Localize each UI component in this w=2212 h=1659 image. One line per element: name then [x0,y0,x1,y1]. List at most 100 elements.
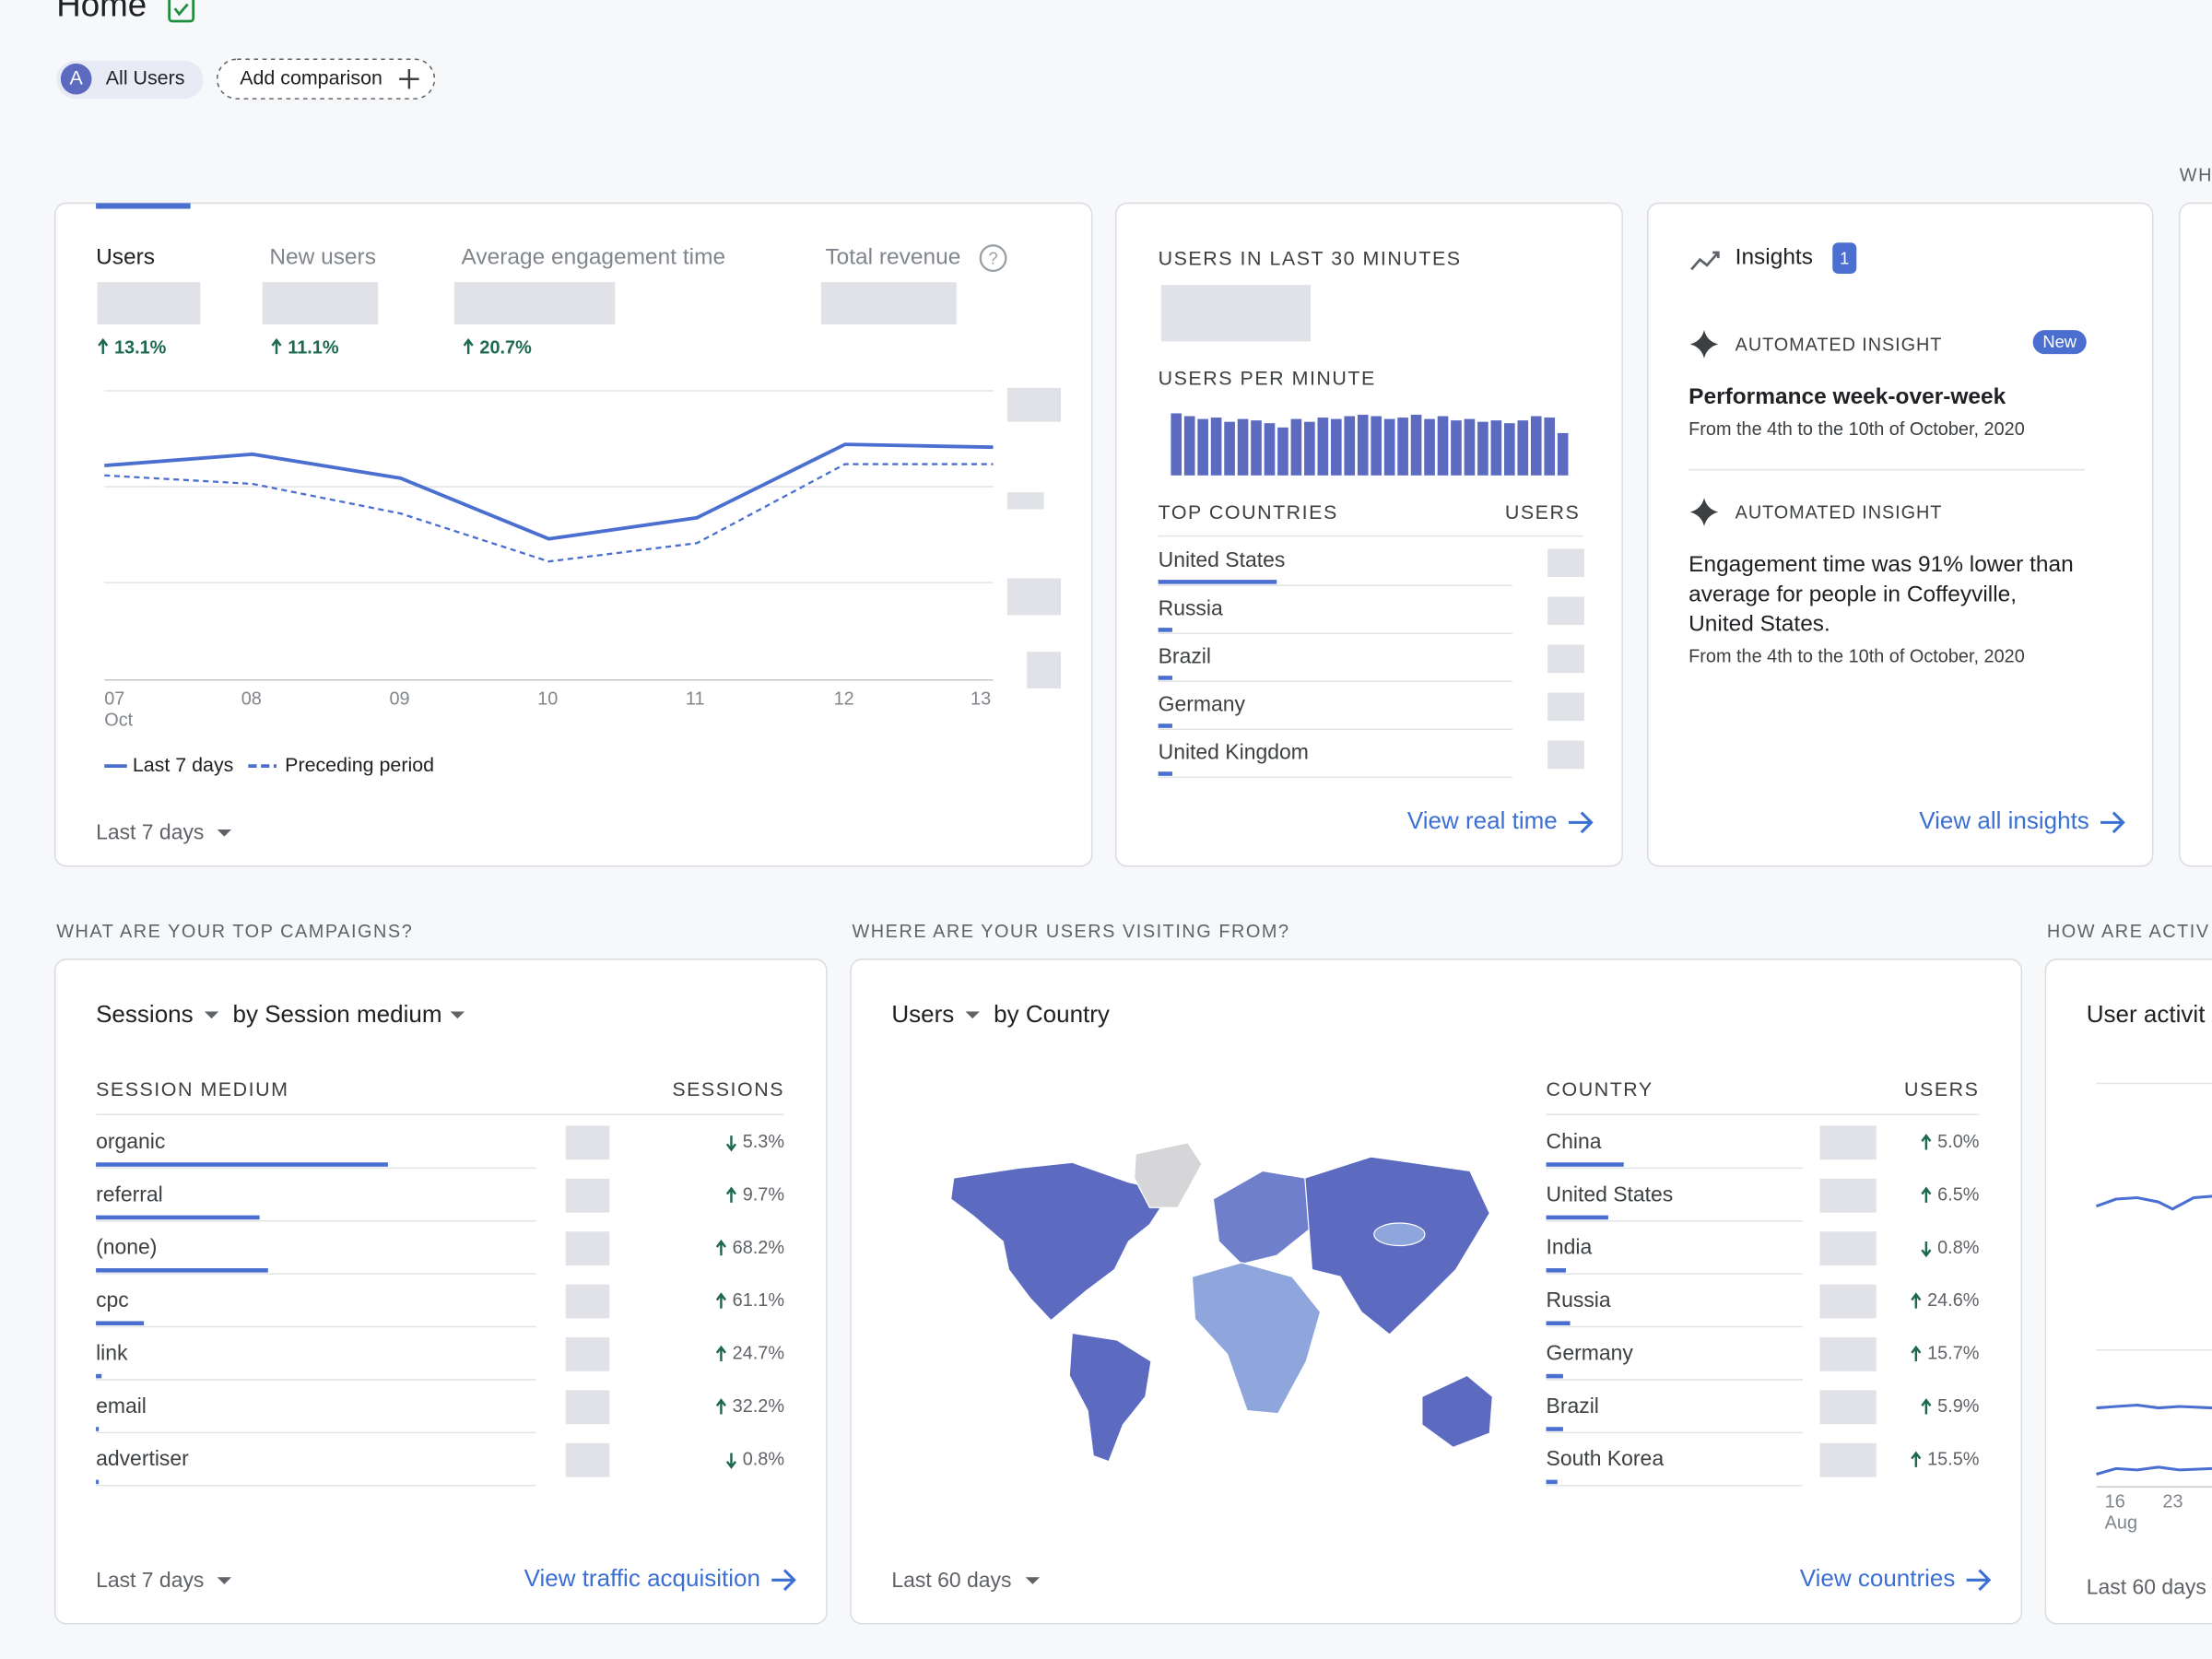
trend-arrow [715,1345,726,1362]
minute-bar [1304,421,1315,476]
link[interactable]: View countries [1800,1564,1956,1592]
blurred-value [1547,548,1584,578]
insights-card [1646,202,2154,867]
trend-arrow [1911,1451,1922,1467]
date-range[interactable]: Last 60 days [891,1568,1011,1592]
content: Home A All Users Add comparison WH Users 13.1%… [56,0,2211,1599]
add-comparison[interactable]: Add comparison [240,66,382,88]
metric-tab[interactable]: Total revenue [825,245,960,270]
insight-headline: Performance week-over-week [1688,384,2006,409]
sparkle-icon [1689,330,1719,359]
row-bar [96,1162,388,1167]
minute-bar [1357,415,1369,476]
world-map [949,1142,1494,1463]
row-bar [1546,1162,1624,1167]
blurred-value [1819,1178,1877,1213]
x-tick-label: 11 [686,688,705,709]
countries-card [850,959,2023,1625]
row-label[interactable]: email [96,1394,147,1418]
metric-tab[interactable]: Average engagement time [462,245,726,270]
row-label[interactable]: organic [96,1129,165,1153]
trend-arrow [1911,1345,1922,1362]
segment-chip[interactable] [56,60,204,100]
metric-dropdown[interactable]: Users [891,1000,954,1028]
blurred-value [565,1337,610,1371]
row-label[interactable]: referral [96,1182,163,1206]
country-name[interactable]: Russia [1159,595,1223,619]
row-label[interactable]: United States [1547,1182,1674,1206]
segment-label[interactable]: All Users [106,66,185,88]
metric-tab[interactable]: Users [96,245,155,270]
card-title: USERS IN LAST 30 MINUTES [1159,247,1462,269]
page-title: Home [56,0,147,23]
row-bar [96,1479,100,1485]
blurred-value [453,282,616,325]
country-name[interactable]: Germany [1159,691,1246,715]
help-icon[interactable] [979,244,1007,273]
realtime-card [1114,202,1623,867]
blurred-value [820,282,957,325]
blurred-value [1160,285,1311,342]
card-title: User activit [2087,1000,2206,1028]
minute-bar [1517,420,1529,476]
row-change: 0.8% [743,1449,784,1469]
add-comparison-chip[interactable] [216,58,436,100]
row-change: 5.3% [743,1132,784,1152]
link[interactable]: View traffic acquisition [524,1564,760,1592]
row-label[interactable]: China [1547,1129,1602,1153]
row-label[interactable]: cpc [96,1288,129,1312]
tab-indicator [96,203,191,209]
blurred-value [565,1125,610,1160]
link[interactable]: View real time [1407,806,1558,834]
row-label[interactable]: Russia [1547,1288,1611,1312]
table-header: SESSIONS [672,1078,784,1100]
row-change: 24.6% [1927,1290,1979,1311]
row-label[interactable]: India [1547,1235,1593,1259]
row-label[interactable]: South Korea [1547,1446,1665,1470]
row-label[interactable]: Brazil [1547,1394,1599,1418]
minute-bar [1451,420,1462,476]
minute-bar [1277,427,1288,476]
date-range[interactable]: Last 7 days [96,1568,204,1592]
region [949,1161,1172,1322]
minute-bar [1264,423,1276,476]
sparkle-icon [1689,498,1719,526]
row-label[interactable]: Germany [1547,1340,1634,1364]
country-name[interactable]: Brazil [1159,643,1211,667]
trend-arrow [725,1186,737,1203]
minute-bar [1344,416,1356,476]
blurred-value [97,282,201,325]
insight-headline: average for people in Coffeyville, [1688,582,2017,606]
metric-tab[interactable]: New users [269,245,376,270]
date-range[interactable]: Last 7 days [96,820,204,844]
row-bar [1158,724,1172,728]
row-label[interactable]: advertiser [96,1446,189,1470]
dimension-dropdown[interactable]: by Country [994,1000,1110,1028]
row-bar [1546,1427,1563,1431]
blurred-value [565,1390,610,1425]
row-label[interactable]: (none) [96,1235,157,1259]
blurred-value [1547,692,1584,722]
blurred-value [565,1231,610,1265]
trend-arrow [725,1135,737,1152]
current-line [104,442,994,541]
blurred-value [565,1178,610,1213]
trend-arrow [1911,1292,1922,1309]
blurred-value [1547,596,1584,626]
blurred-value [565,1284,610,1319]
arrow-icon [1569,811,1594,834]
minute-bar [1210,418,1222,476]
table-header: TOP COUNTRIES [1159,501,1338,524]
metric-dropdown[interactable]: Sessions [96,1000,194,1028]
arrow-icon [2100,811,2125,834]
region [1373,1222,1426,1247]
blurred-tick [1006,387,1062,422]
date-range[interactable]: Last 60 days [2087,1575,2206,1599]
country-name[interactable]: United Kingdom [1159,739,1309,763]
link[interactable]: View all insights [1919,806,2089,834]
country-name[interactable]: United States [1159,547,1286,571]
dropdown-caret [965,1011,980,1019]
dimension-dropdown[interactable]: by Session medium [233,1000,442,1028]
row-label[interactable]: link [96,1340,128,1364]
row-bar [96,1373,102,1379]
